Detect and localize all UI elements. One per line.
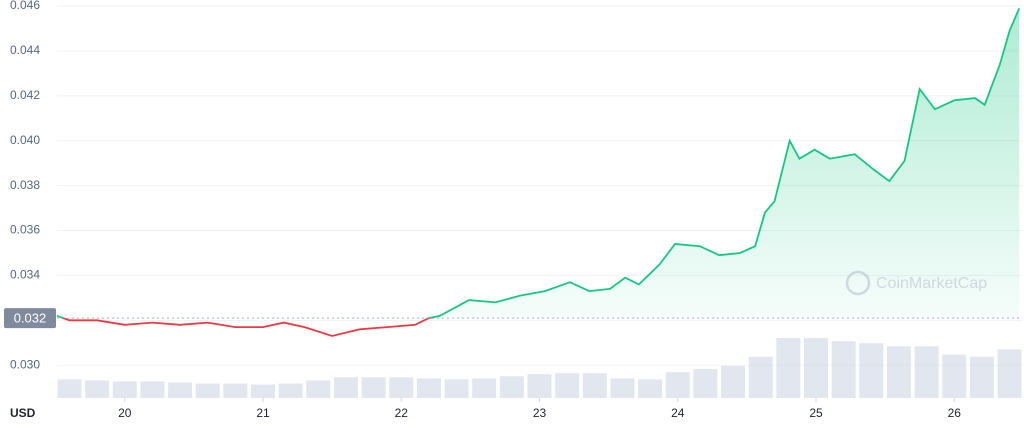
x-tick-label: 21 [256, 406, 270, 420]
volume-bar [195, 383, 220, 398]
y-tick-label: 0.042 [10, 88, 40, 102]
volume-bar [499, 376, 524, 398]
volume-bar [112, 381, 137, 398]
volume-bar [250, 384, 275, 398]
volume-bar [527, 374, 552, 398]
volume-bar [140, 381, 165, 398]
watermark-text: CoinMarketCap [876, 275, 987, 292]
x-tick-label: 25 [809, 406, 823, 420]
price-line-down [60, 318, 434, 337]
unit-label: USD [10, 406, 36, 420]
volume-bar [969, 356, 994, 398]
volume-bar [859, 343, 884, 398]
volume-bar [665, 372, 690, 398]
y-tick-label: 0.030 [10, 357, 40, 371]
volume-bar [997, 349, 1022, 398]
y-tick-label: 0.034 [10, 268, 40, 282]
volume-bar [278, 383, 303, 398]
y-tick-label: 0.036 [10, 223, 40, 237]
baseline-label-box [4, 308, 56, 329]
volume-bar [804, 338, 829, 398]
volume-bar [555, 373, 580, 398]
volume-bar [610, 378, 635, 398]
volume-bar [85, 380, 110, 398]
y-tick-label: 0.038 [10, 178, 40, 192]
volume-bar [886, 346, 911, 398]
volume-bar [361, 377, 386, 398]
volume-bar [914, 346, 939, 398]
volume-bar [748, 356, 773, 398]
volume-bar [168, 382, 193, 398]
watermark-logo [845, 270, 871, 296]
volume-bar [582, 373, 607, 398]
area-fill [57, 8, 1020, 319]
volume-bar [638, 379, 663, 398]
volume-bar [721, 365, 746, 398]
volume-bar [57, 379, 82, 398]
volume-bar [444, 379, 469, 398]
x-tick-label: 23 [533, 406, 547, 420]
x-tick-label: 26 [948, 406, 962, 420]
volume-bar [831, 341, 856, 398]
volume-bar [223, 383, 248, 398]
y-tick-label: 0.040 [10, 133, 40, 147]
volume-bar [942, 354, 967, 398]
watermark: CoinMarketCap [845, 270, 987, 296]
y-tick-label: 0.044 [10, 43, 40, 57]
volume-bar [306, 380, 331, 398]
volume-bar [389, 377, 414, 398]
volume-bar [693, 369, 718, 398]
x-tick-label: 20 [118, 406, 132, 420]
price-line-up [56, 7, 1021, 319]
y-tick-label: 0.046 [10, 0, 40, 12]
x-tick-label: 22 [395, 406, 409, 420]
x-tick-label: 24 [671, 406, 685, 420]
volume-bar [333, 377, 358, 398]
volume-bar [776, 338, 801, 398]
volume-bar [472, 378, 497, 398]
baseline-label: 0.032 [14, 311, 47, 326]
volume-bar [416, 378, 441, 398]
